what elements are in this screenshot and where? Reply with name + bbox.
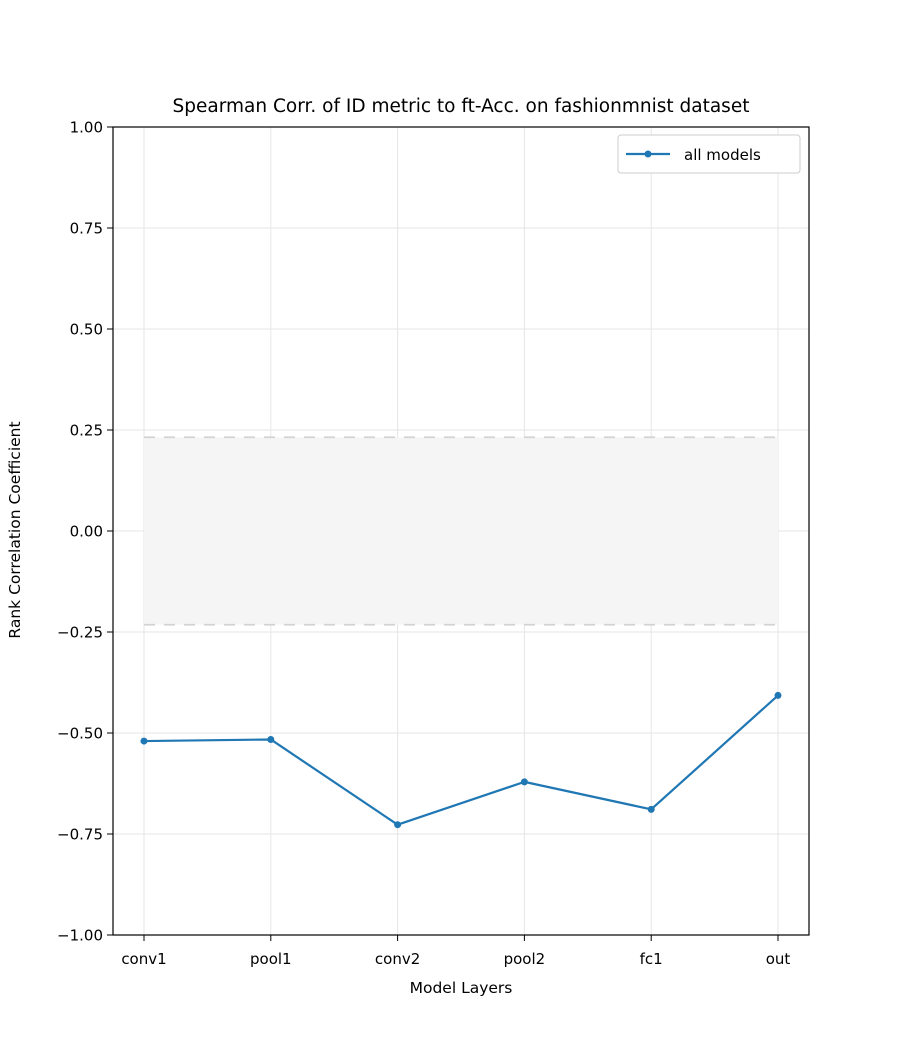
x-axis-label: Model Layers <box>410 979 513 997</box>
x-tick-label: pool1 <box>250 950 292 968</box>
y-tick-label: 0.00 <box>70 523 103 541</box>
y-tick-label: 1.00 <box>70 119 103 137</box>
y-tick-label: −1.00 <box>57 927 103 945</box>
data-point <box>394 821 402 829</box>
y-axis-label: Rank Correlation Coefficient <box>6 421 24 638</box>
chart-title: Spearman Corr. of ID metric to ft-Acc. o… <box>173 96 750 117</box>
y-axis: −1.00 −0.75 −0.50 −0.25 0.00 0.25 0.50 0.75 1.00 <box>57 119 113 945</box>
series-layer <box>140 691 782 829</box>
x-axis: conv1 pool1 conv2 pool2 fc1 out <box>121 935 790 968</box>
data-point <box>774 691 782 699</box>
x-tick-label: out <box>766 950 791 968</box>
legend-box <box>617 134 801 174</box>
y-tick-label: −0.75 <box>57 826 103 844</box>
data-point <box>140 737 148 745</box>
data-point <box>267 735 275 743</box>
y-tick-label: 0.50 <box>70 321 103 339</box>
x-tick-label: fc1 <box>640 950 663 968</box>
y-tick-label: 0.25 <box>70 422 103 440</box>
y-tick-label: −0.50 <box>57 725 103 743</box>
band-fill <box>144 437 778 625</box>
x-tick-label: conv2 <box>375 950 420 968</box>
null-band <box>144 436 778 626</box>
x-tick-label: conv1 <box>121 950 166 968</box>
data-point <box>520 778 528 786</box>
x-tick-label: pool2 <box>504 950 546 968</box>
y-tick-label: −0.25 <box>57 624 103 642</box>
data-point <box>647 805 655 813</box>
legend-marker <box>644 150 652 158</box>
legend-label: all models <box>684 146 761 164</box>
y-tick-label: 0.75 <box>70 220 103 238</box>
legend: all models <box>617 134 801 174</box>
series-line <box>143 694 779 826</box>
